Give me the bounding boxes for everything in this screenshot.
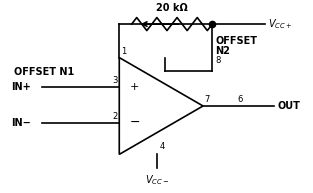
Text: IN−: IN− (11, 118, 30, 128)
Text: $V_{CC+}$: $V_{CC+}$ (268, 17, 293, 31)
Text: 4: 4 (160, 142, 165, 151)
Text: +: + (130, 82, 140, 92)
Text: 1: 1 (121, 47, 126, 56)
Text: OUT: OUT (278, 101, 300, 111)
Text: IN+: IN+ (11, 82, 30, 92)
Text: OFFSET N1: OFFSET N1 (14, 68, 74, 77)
Text: 6: 6 (237, 95, 243, 104)
Text: −: − (130, 116, 140, 129)
Text: OFFSET: OFFSET (215, 36, 257, 46)
Text: $V_{CC-}$: $V_{CC-}$ (145, 173, 169, 187)
Text: 8: 8 (215, 56, 221, 65)
Text: N2: N2 (215, 46, 230, 56)
Text: 3: 3 (112, 76, 118, 85)
Text: 2: 2 (112, 112, 118, 121)
Text: 20 kΩ: 20 kΩ (156, 3, 188, 13)
Text: 7: 7 (205, 95, 210, 104)
